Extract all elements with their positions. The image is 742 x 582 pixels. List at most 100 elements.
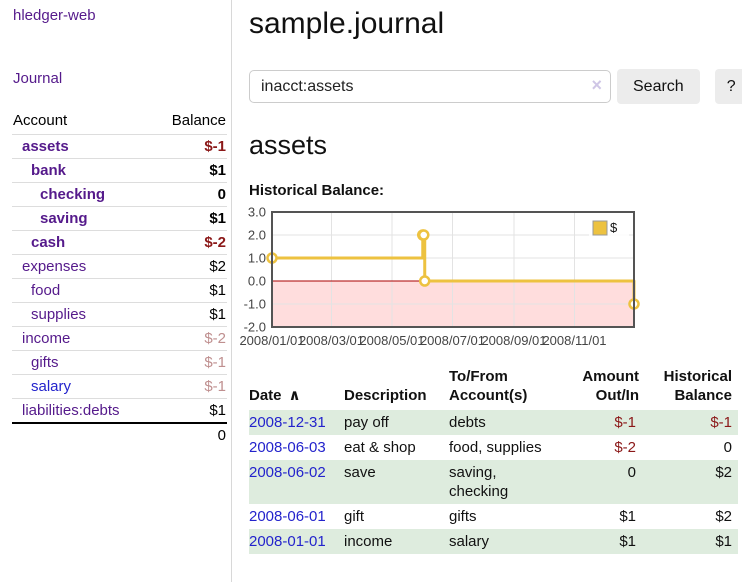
help-button[interactable]: ? xyxy=(714,69,742,104)
transaction-balance: $2 xyxy=(639,460,738,504)
transaction-description: pay off xyxy=(344,410,449,435)
transaction-date-link[interactable]: 2008-06-02 xyxy=(249,464,326,481)
column-amount: Amount Out/In xyxy=(582,368,639,404)
account-link[interactable]: cash xyxy=(31,234,66,251)
accounts-table: Account Balance assets $-1 bank $1 checking 0… xyxy=(12,109,227,447)
legend-swatch-icon xyxy=(592,220,608,236)
column-balance: Historical Balance xyxy=(663,368,732,404)
account-balance: $1 xyxy=(209,282,226,299)
sidebar-nav: Journal xyxy=(13,70,231,87)
transaction-row: 2008-12-31 pay off debts $-1 $-1 xyxy=(249,410,738,435)
transaction-accounts: gifts xyxy=(449,508,477,525)
sidebar: hledger-web Journal Account Balance asse… xyxy=(0,0,232,582)
x-axis-tick-label: 2008/05/01 xyxy=(359,333,424,348)
transaction-date-link[interactable]: 2008-06-03 xyxy=(249,439,326,456)
transaction-balance: $1 xyxy=(639,529,738,554)
legend-label: $ xyxy=(610,220,618,235)
transaction-row: 2008-06-02 save saving, checking 0 $2 xyxy=(249,460,738,504)
accounts-total-row: 0 xyxy=(12,422,227,447)
y-axis-tick-label: 2.0 xyxy=(248,228,266,243)
x-axis-tick-label: 2008/07/01 xyxy=(420,333,485,348)
account-link[interactable]: supplies xyxy=(31,306,87,323)
y-axis-tick-label: -2.0 xyxy=(244,320,266,335)
account-link[interactable]: assets xyxy=(22,138,69,155)
x-axis-tick-label: 2008/03/01 xyxy=(299,333,364,348)
data-point-marker xyxy=(417,229,430,241)
search-input[interactable] xyxy=(249,70,611,103)
transactions-header-row: Date ∧ Description To/From Account(s) Amo… xyxy=(249,365,738,410)
account-link[interactable]: saving xyxy=(40,210,88,227)
account-balance: $-2 xyxy=(204,330,226,347)
transaction-amount: $1 xyxy=(619,508,636,525)
account-row: gifts $-1 xyxy=(12,350,227,374)
transaction-row: 2008-01-01 income salary $1 $1 xyxy=(249,529,738,554)
account-link[interactable]: bank xyxy=(31,162,67,179)
account-row: salary $-1 xyxy=(12,374,227,398)
account-link[interactable]: gifts xyxy=(31,354,59,371)
sort-ascending-icon: ∧ xyxy=(288,387,301,404)
transaction-balance: $-1 xyxy=(639,410,738,435)
account-balance: $1 xyxy=(209,162,226,179)
main-content: sample.journal × Search ? assets Histori… xyxy=(232,0,742,582)
transaction-row: 2008-06-03 eat & shop food, supplies $-2 0 xyxy=(249,435,738,460)
account-row: food $1 xyxy=(12,278,227,302)
account-balance: $1 xyxy=(209,210,226,227)
plot-border xyxy=(271,211,635,328)
account-balance: $-1 xyxy=(204,354,226,371)
transaction-date-link[interactable]: 2008-06-01 xyxy=(249,508,326,525)
account-link[interactable]: checking xyxy=(40,186,106,203)
account-link[interactable]: expenses xyxy=(22,258,87,275)
transaction-amount: 0 xyxy=(554,460,639,504)
clear-search-icon[interactable]: × xyxy=(591,75,602,95)
y-axis-tick-label: 3.0 xyxy=(248,206,266,220)
y-axis-tick-label: 0.0 xyxy=(248,274,266,289)
transaction-amount: $-1 xyxy=(554,410,639,435)
transaction-accounts: saving, checking xyxy=(449,460,554,504)
transaction-balance: 0 xyxy=(723,439,732,456)
accounts-table-header: Account Balance xyxy=(12,109,227,134)
account-row: assets $-1 xyxy=(12,134,227,158)
account-balance: $1 xyxy=(209,402,226,419)
account-balance: 0 xyxy=(217,186,226,203)
account-balance: $2 xyxy=(209,258,226,275)
y-axis-tick-label: -1.0 xyxy=(244,297,266,312)
account-row: bank $1 xyxy=(12,158,227,182)
search-bar: × Search ? xyxy=(249,69,742,104)
column-date[interactable]: Date ∧ xyxy=(249,387,301,404)
accounts-header-balance: Balance xyxy=(171,112,226,129)
transaction-row: 2008-06-01 gift gifts $1 $2 xyxy=(249,504,738,529)
account-row: cash $-2 xyxy=(12,230,227,254)
account-balance: $-2 xyxy=(204,234,226,251)
account-link[interactable]: liabilities:debts xyxy=(22,402,120,419)
transaction-amount: $1 xyxy=(554,529,639,554)
transaction-date-link[interactable]: 2008-01-01 xyxy=(249,533,326,550)
x-axis-tick-label: 2008/11/01 xyxy=(542,333,606,348)
account-balance: $-1 xyxy=(204,378,226,395)
x-axis-tick-label: 2008/01/01 xyxy=(239,333,304,348)
accounts-total-value: 0 xyxy=(217,427,226,444)
transaction-date-link[interactable]: 2008-12-31 xyxy=(249,414,326,431)
account-link[interactable]: income xyxy=(22,330,71,347)
historical-balance-chart: $3.0 2.0 1.0 0.0 -1.0 -2.02008/01/012008/03/0… xyxy=(239,206,640,348)
account-row: supplies $1 xyxy=(12,302,227,326)
account-heading: assets xyxy=(249,130,328,160)
transaction-description: income xyxy=(344,529,449,554)
transaction-accounts: salary xyxy=(449,529,554,554)
transaction-description: gift xyxy=(344,508,365,525)
account-row: saving $1 xyxy=(12,206,227,230)
column-description: Description xyxy=(344,387,427,404)
account-link[interactable]: salary xyxy=(31,378,72,395)
account-row: income $-2 xyxy=(12,326,227,350)
x-axis-tick-label: 2008/09/01 xyxy=(481,333,546,348)
account-row: liabilities:debts $1 xyxy=(12,398,227,422)
transaction-amount: $-2 xyxy=(614,439,636,456)
nav-journal-link[interactable]: Journal xyxy=(13,70,63,87)
transaction-balance: $2 xyxy=(715,508,732,525)
column-tofrom: To/From Account(s) xyxy=(449,368,528,404)
transactions-table: Date ∧ Description To/From Account(s) Amo… xyxy=(249,365,738,554)
transaction-description: eat & shop xyxy=(344,439,416,456)
y-axis-tick-label: 1.0 xyxy=(248,251,266,266)
account-link[interactable]: food xyxy=(31,282,61,299)
app-brand-link[interactable]: hledger-web xyxy=(13,7,96,24)
search-button[interactable]: Search xyxy=(617,69,700,104)
